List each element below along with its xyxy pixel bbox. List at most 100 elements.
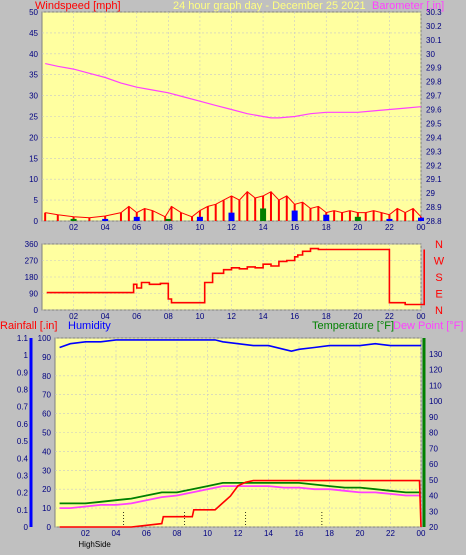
rain-y-tick: 1 xyxy=(24,351,29,360)
x-tick-label: 10 xyxy=(195,312,204,321)
baro-y-tick: 29.5 xyxy=(426,119,442,128)
x-tick-label: 00 xyxy=(417,529,426,538)
temp-y-tick: 20 xyxy=(429,523,438,532)
baro-y-tick: 29.6 xyxy=(426,106,442,115)
rain-y-tick: 0.9 xyxy=(17,368,29,377)
chart-title: 24 hour graph day - December 25 2021 xyxy=(173,0,366,12)
baro-y-tick: 29.2 xyxy=(426,161,442,170)
gust-bar xyxy=(354,216,361,221)
left-header-label: Windspeed [mph] xyxy=(35,0,121,12)
temp-y-tick: 120 xyxy=(429,366,443,375)
gust-bar xyxy=(102,218,109,221)
wind-y-tick: 25 xyxy=(29,113,38,122)
temp-y-tick: 30 xyxy=(429,507,438,516)
x-tick-label: 04 xyxy=(101,312,110,321)
compass-label: N xyxy=(435,239,443,251)
gust-bar xyxy=(323,214,330,221)
baro-y-tick: 30.3 xyxy=(426,8,442,17)
gust-bar xyxy=(228,212,235,221)
x-tick-label: 04 xyxy=(112,529,121,538)
temp-y-tick: 130 xyxy=(429,350,443,359)
humidity-y-tick: 70 xyxy=(42,391,51,400)
humidity-axis-label: Humidity xyxy=(68,320,111,332)
humidity-y-tick: 100 xyxy=(38,334,52,343)
rain-y-tick: 0.2 xyxy=(17,489,29,498)
x-tick-label: 06 xyxy=(142,529,151,538)
x-tick-label: 14 xyxy=(259,312,268,321)
x-tick-label: 06 xyxy=(132,312,141,321)
wind-y-tick: 10 xyxy=(29,175,38,184)
dir-y-tick: 270 xyxy=(25,257,39,266)
rainfall-axis-label: Rainfall [.in] xyxy=(0,320,57,332)
baro-y-tick: 30 xyxy=(426,50,435,59)
x-tick-label: 12 xyxy=(227,312,236,321)
wind-y-tick: 0 xyxy=(34,217,39,226)
x-tick-label: 00 xyxy=(417,312,426,321)
humidity-y-tick: 50 xyxy=(42,429,51,438)
rain-y-tick: 0 xyxy=(24,523,29,532)
baro-y-tick: 29.1 xyxy=(426,175,442,184)
rain-y-tick: 0.7 xyxy=(17,403,29,412)
rain-y-tick: 0.1 xyxy=(17,506,29,515)
baro-y-tick: 29.8 xyxy=(426,78,442,87)
x-tick-label: 02 xyxy=(69,312,78,321)
humidity-y-tick: 80 xyxy=(42,372,51,381)
x-tick-label: 10 xyxy=(195,223,204,232)
humidity-y-tick: 0 xyxy=(47,523,52,532)
x-tick-label: 18 xyxy=(322,223,331,232)
annotation-label: HighSide xyxy=(78,540,111,549)
temp-y-tick: 60 xyxy=(429,460,438,469)
dir-y-tick: 0 xyxy=(34,306,39,315)
compass-label: N xyxy=(435,305,443,317)
x-tick-label: 14 xyxy=(259,223,268,232)
humidity-y-tick: 20 xyxy=(42,485,51,494)
rain-y-tick: 1.1 xyxy=(17,334,29,343)
gust-bar xyxy=(165,218,172,221)
humidity-y-tick: 30 xyxy=(42,466,51,475)
temp-y-tick: 70 xyxy=(429,444,438,453)
humidity-y-tick: 60 xyxy=(42,410,51,419)
dir-y-tick: 90 xyxy=(29,290,38,299)
wind-y-tick: 5 xyxy=(34,196,39,205)
wind-y-tick: 45 xyxy=(29,29,38,38)
x-tick-label: 00 xyxy=(417,223,426,232)
baro-y-tick: 29.7 xyxy=(426,92,442,101)
x-tick-label: 18 xyxy=(322,312,331,321)
baro-y-tick: 29.4 xyxy=(426,133,442,142)
barometer-line xyxy=(45,63,422,119)
x-tick-label: 08 xyxy=(173,529,182,538)
x-tick-label: 22 xyxy=(385,312,394,321)
x-tick-label: 10 xyxy=(203,529,212,538)
compass-label: S xyxy=(435,272,442,284)
gust-bar xyxy=(386,218,393,221)
rain-y-tick: 0.6 xyxy=(17,420,29,429)
wind-direction-line xyxy=(46,247,426,306)
wind-y-tick: 40 xyxy=(29,50,38,59)
x-tick-label: 02 xyxy=(69,223,78,232)
rain-y-tick: 0.3 xyxy=(17,471,29,480)
x-tick-label: 12 xyxy=(234,529,243,538)
x-tick-label: 20 xyxy=(353,223,362,232)
humidity-y-tick: 40 xyxy=(42,447,51,456)
temperature-line xyxy=(59,481,421,505)
humidity-line xyxy=(59,339,421,353)
baro-y-tick: 29 xyxy=(426,189,435,198)
right-header-label: Barometer [.in] xyxy=(372,0,444,12)
temperature-axis-label: Temperature [°F] xyxy=(312,320,394,332)
x-tick-label: 08 xyxy=(164,223,173,232)
gust-bar xyxy=(196,216,203,221)
x-tick-label: 04 xyxy=(101,223,110,232)
rain-y-tick: 0.5 xyxy=(17,437,29,446)
wind-y-tick: 30 xyxy=(29,92,38,101)
gust-bar xyxy=(70,218,77,221)
temp-y-tick: 40 xyxy=(429,492,438,501)
temp-y-tick: 100 xyxy=(429,397,443,406)
humidity-y-tick: 90 xyxy=(42,353,51,362)
humidity-y-tick: 10 xyxy=(42,504,51,513)
x-tick-label: 20 xyxy=(356,529,365,538)
x-tick-label: 20 xyxy=(353,312,362,321)
x-tick-label: 16 xyxy=(290,312,299,321)
x-tick-label: 22 xyxy=(386,529,395,538)
